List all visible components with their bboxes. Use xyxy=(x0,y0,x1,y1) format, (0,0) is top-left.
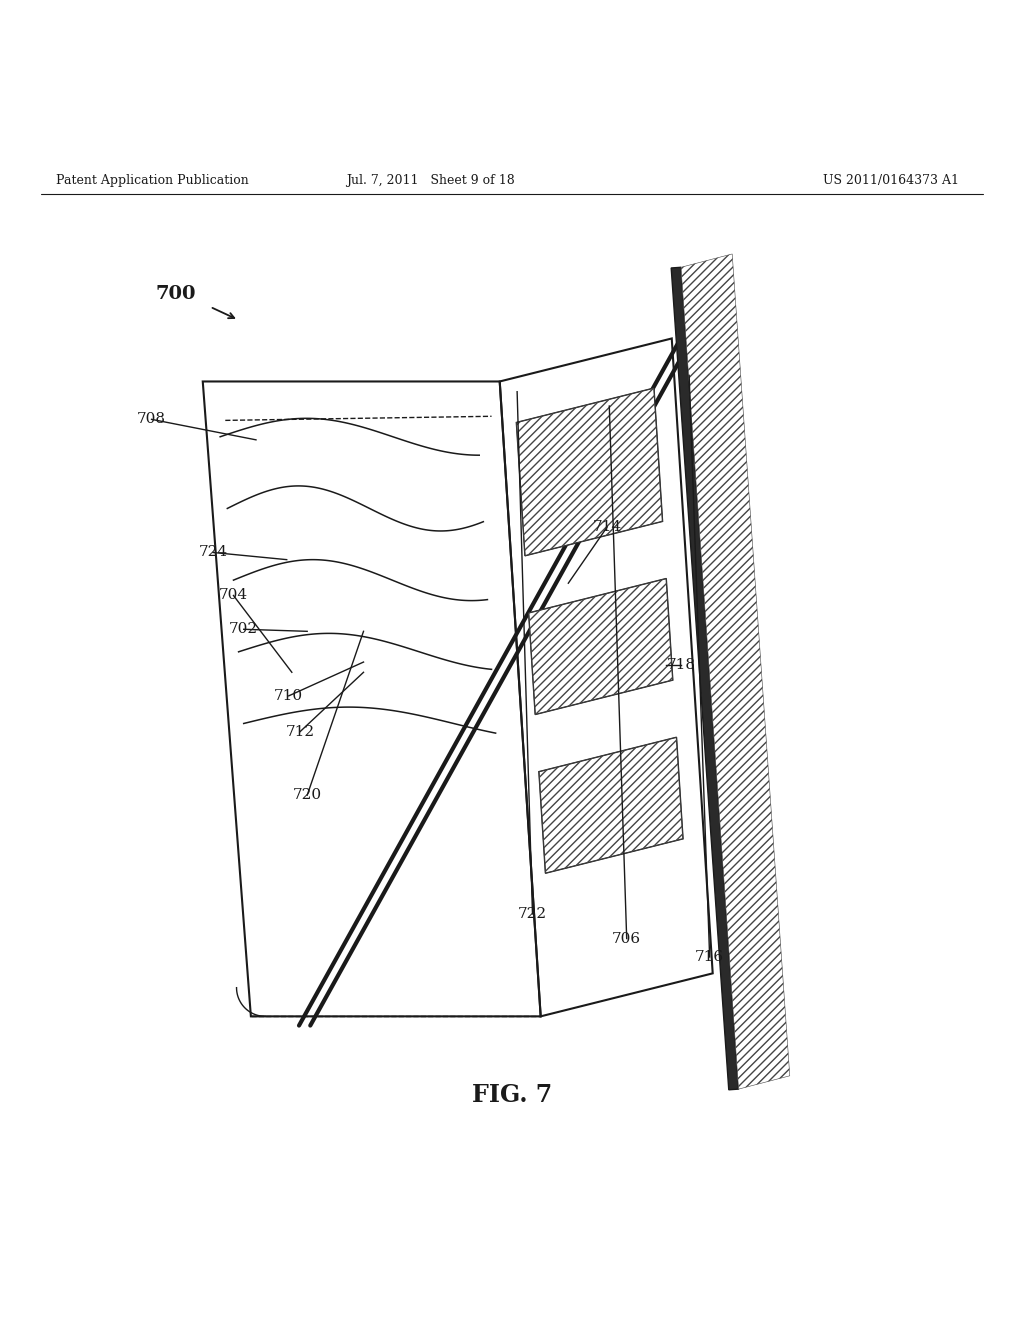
Polygon shape xyxy=(671,267,738,1090)
Text: 722: 722 xyxy=(518,907,547,921)
Polygon shape xyxy=(681,253,790,1089)
Text: 704: 704 xyxy=(219,589,248,602)
Text: 714: 714 xyxy=(593,520,622,533)
Text: FIG. 7: FIG. 7 xyxy=(472,1084,552,1107)
Text: 720: 720 xyxy=(293,788,322,803)
Text: 718: 718 xyxy=(667,659,695,672)
Text: 706: 706 xyxy=(612,932,641,945)
Text: 712: 712 xyxy=(286,725,314,739)
Polygon shape xyxy=(539,738,683,874)
Text: Patent Application Publication: Patent Application Publication xyxy=(56,174,249,187)
Polygon shape xyxy=(528,578,673,714)
Text: 708: 708 xyxy=(137,412,166,426)
Text: 700: 700 xyxy=(156,285,197,304)
Text: 716: 716 xyxy=(695,950,724,964)
Polygon shape xyxy=(516,388,663,556)
Text: 702: 702 xyxy=(229,622,258,636)
Text: US 2011/0164373 A1: US 2011/0164373 A1 xyxy=(823,174,958,187)
Text: Jul. 7, 2011   Sheet 9 of 18: Jul. 7, 2011 Sheet 9 of 18 xyxy=(346,174,514,187)
Text: 710: 710 xyxy=(274,689,303,702)
Text: 724: 724 xyxy=(199,545,227,560)
